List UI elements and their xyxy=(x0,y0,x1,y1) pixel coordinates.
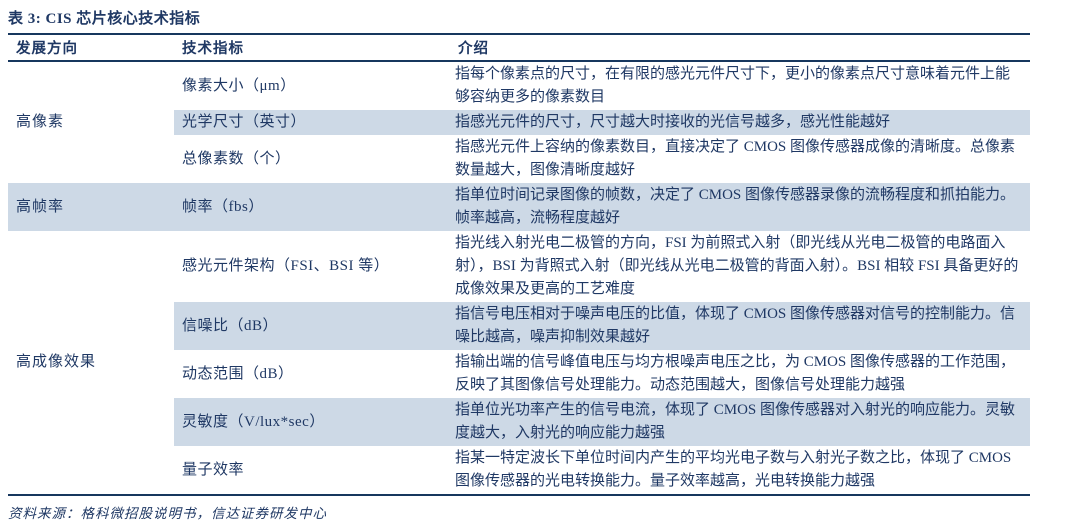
table-row: 高帧率 帧率（fbs） 指单位时间记录图像的帧数，决定了 CMOS 图像传感器录像的… xyxy=(8,183,1030,231)
indicator-cell: 动态范围（dB） xyxy=(182,365,294,382)
indicator-cell: 总像素数（个） xyxy=(182,150,291,167)
indicator-cell: 量子效率 xyxy=(182,461,245,478)
description-cell: 指某一特定波长下单位时间内产生的平均光电子数与入射光子数之比，体现了 CMOS … xyxy=(455,450,1012,489)
table-row: 量子效率 指某一特定波长下单位时间内产生的平均光电子数与入射光子数之比，体现了 C… xyxy=(8,446,1030,495)
header-description: 介绍 xyxy=(450,34,1030,62)
table-row: 动态范围（dB） 指输出端的信号峰值电压与均方根噪声电压之比，为 CMOS 图像传… xyxy=(8,350,1030,398)
table-row: 总像素数（个） 指感光元件上容纳的像素数目，直接决定了 CMOS 图像传感器成像的… xyxy=(8,135,1030,183)
description-cell: 指光线入射光电二极管的方向，FSI 为前照式入射（即光线从光电二极管的电路面入射… xyxy=(455,235,1019,297)
indicator-cell: 灵敏度（V/lux*sec） xyxy=(174,398,450,446)
cis-spec-table: 发展方向 技术指标 介绍 高像素 像素大小（μm） 指每个像素点的尺寸，在有限的感光… xyxy=(8,33,1030,496)
direction-cell: 高像素 xyxy=(16,114,65,130)
table-row: 灵敏度（V/lux*sec） 指单位光功率产生的信号电流，体现了 CMOS 图像传… xyxy=(8,398,1030,446)
header-indicator: 技术指标 xyxy=(174,34,450,62)
table-title: 表 3: CIS 芯片核心技术指标 xyxy=(8,11,201,27)
table-row: 高成像效果 感光元件架构（FSI、BSI 等） 指光线入射光电二极管的方向，FSI … xyxy=(8,231,1030,370)
table-row: 高像素 像素大小（μm） 指每个像素点的尺寸，在有限的感光元件尺寸下，更小的像素点尺… xyxy=(8,61,1030,130)
indicator-cell: 像素大小（μm） xyxy=(182,77,296,94)
description-cell: 指信号电压相对于噪声电压的比值，体现了 CMOS 图像传感器对信号的控制能力。信… xyxy=(450,302,1030,350)
header-row: 发展方向 技术指标 介绍 xyxy=(8,34,1030,62)
description-cell: 指单位光功率产生的信号电流，体现了 CMOS 图像传感器对入射光的响应能力。灵敏… xyxy=(450,398,1030,446)
description-cell: 指每个像素点的尺寸，在有限的感光元件尺寸下，更小的像素点尺寸意味着元件上能够容纳… xyxy=(455,66,1011,105)
description-cell: 指感光元件上容纳的像素数目，直接决定了 CMOS 图像传感器成像的清晰度。总像素… xyxy=(455,139,1016,178)
table-row: 光学尺寸（英寸） 指感光元件的尺寸，尺寸越大时接收的光信号越多，感光性能越好 xyxy=(8,110,1030,135)
direction-cell: 高成像效果 xyxy=(16,354,97,370)
description-cell: 指输出端的信号峰值电压与均方根噪声电压之比，为 CMOS 图像传感器的工作范围，… xyxy=(455,354,1016,393)
description-cell: 指感光元件的尺寸，尺寸越大时接收的光信号越多，感光性能越好 xyxy=(450,110,1030,135)
indicator-cell: 信噪比（dB） xyxy=(174,302,450,350)
table-row: 信噪比（dB） 指信号电压相对于噪声电压的比值，体现了 CMOS 图像传感器对信号… xyxy=(8,302,1030,350)
report-table-section: 表 3: CIS 芯片核心技术指标 发展方向 技术指标 介绍 高像素 像素大小（μ… xyxy=(8,11,1030,521)
table-body: 高像素 像素大小（μm） 指每个像素点的尺寸，在有限的感光元件尺寸下，更小的像素点尺… xyxy=(8,61,1030,495)
source-note: 资料来源：格科微招股说明书，信达证券研发中心 xyxy=(8,506,327,521)
table-header: 发展方向 技术指标 介绍 xyxy=(8,34,1030,62)
header-direction: 发展方向 xyxy=(8,34,174,62)
indicator-cell: 光学尺寸（英寸） xyxy=(174,110,450,135)
description-cell: 指单位时间记录图像的帧数，决定了 CMOS 图像传感器录像的流畅程度和抓拍能力。… xyxy=(450,183,1030,231)
indicator-cell: 感光元件架构（FSI、BSI 等） xyxy=(182,258,390,274)
direction-cell: 高帧率 xyxy=(8,183,174,231)
indicator-cell: 帧率（fbs） xyxy=(174,183,450,231)
